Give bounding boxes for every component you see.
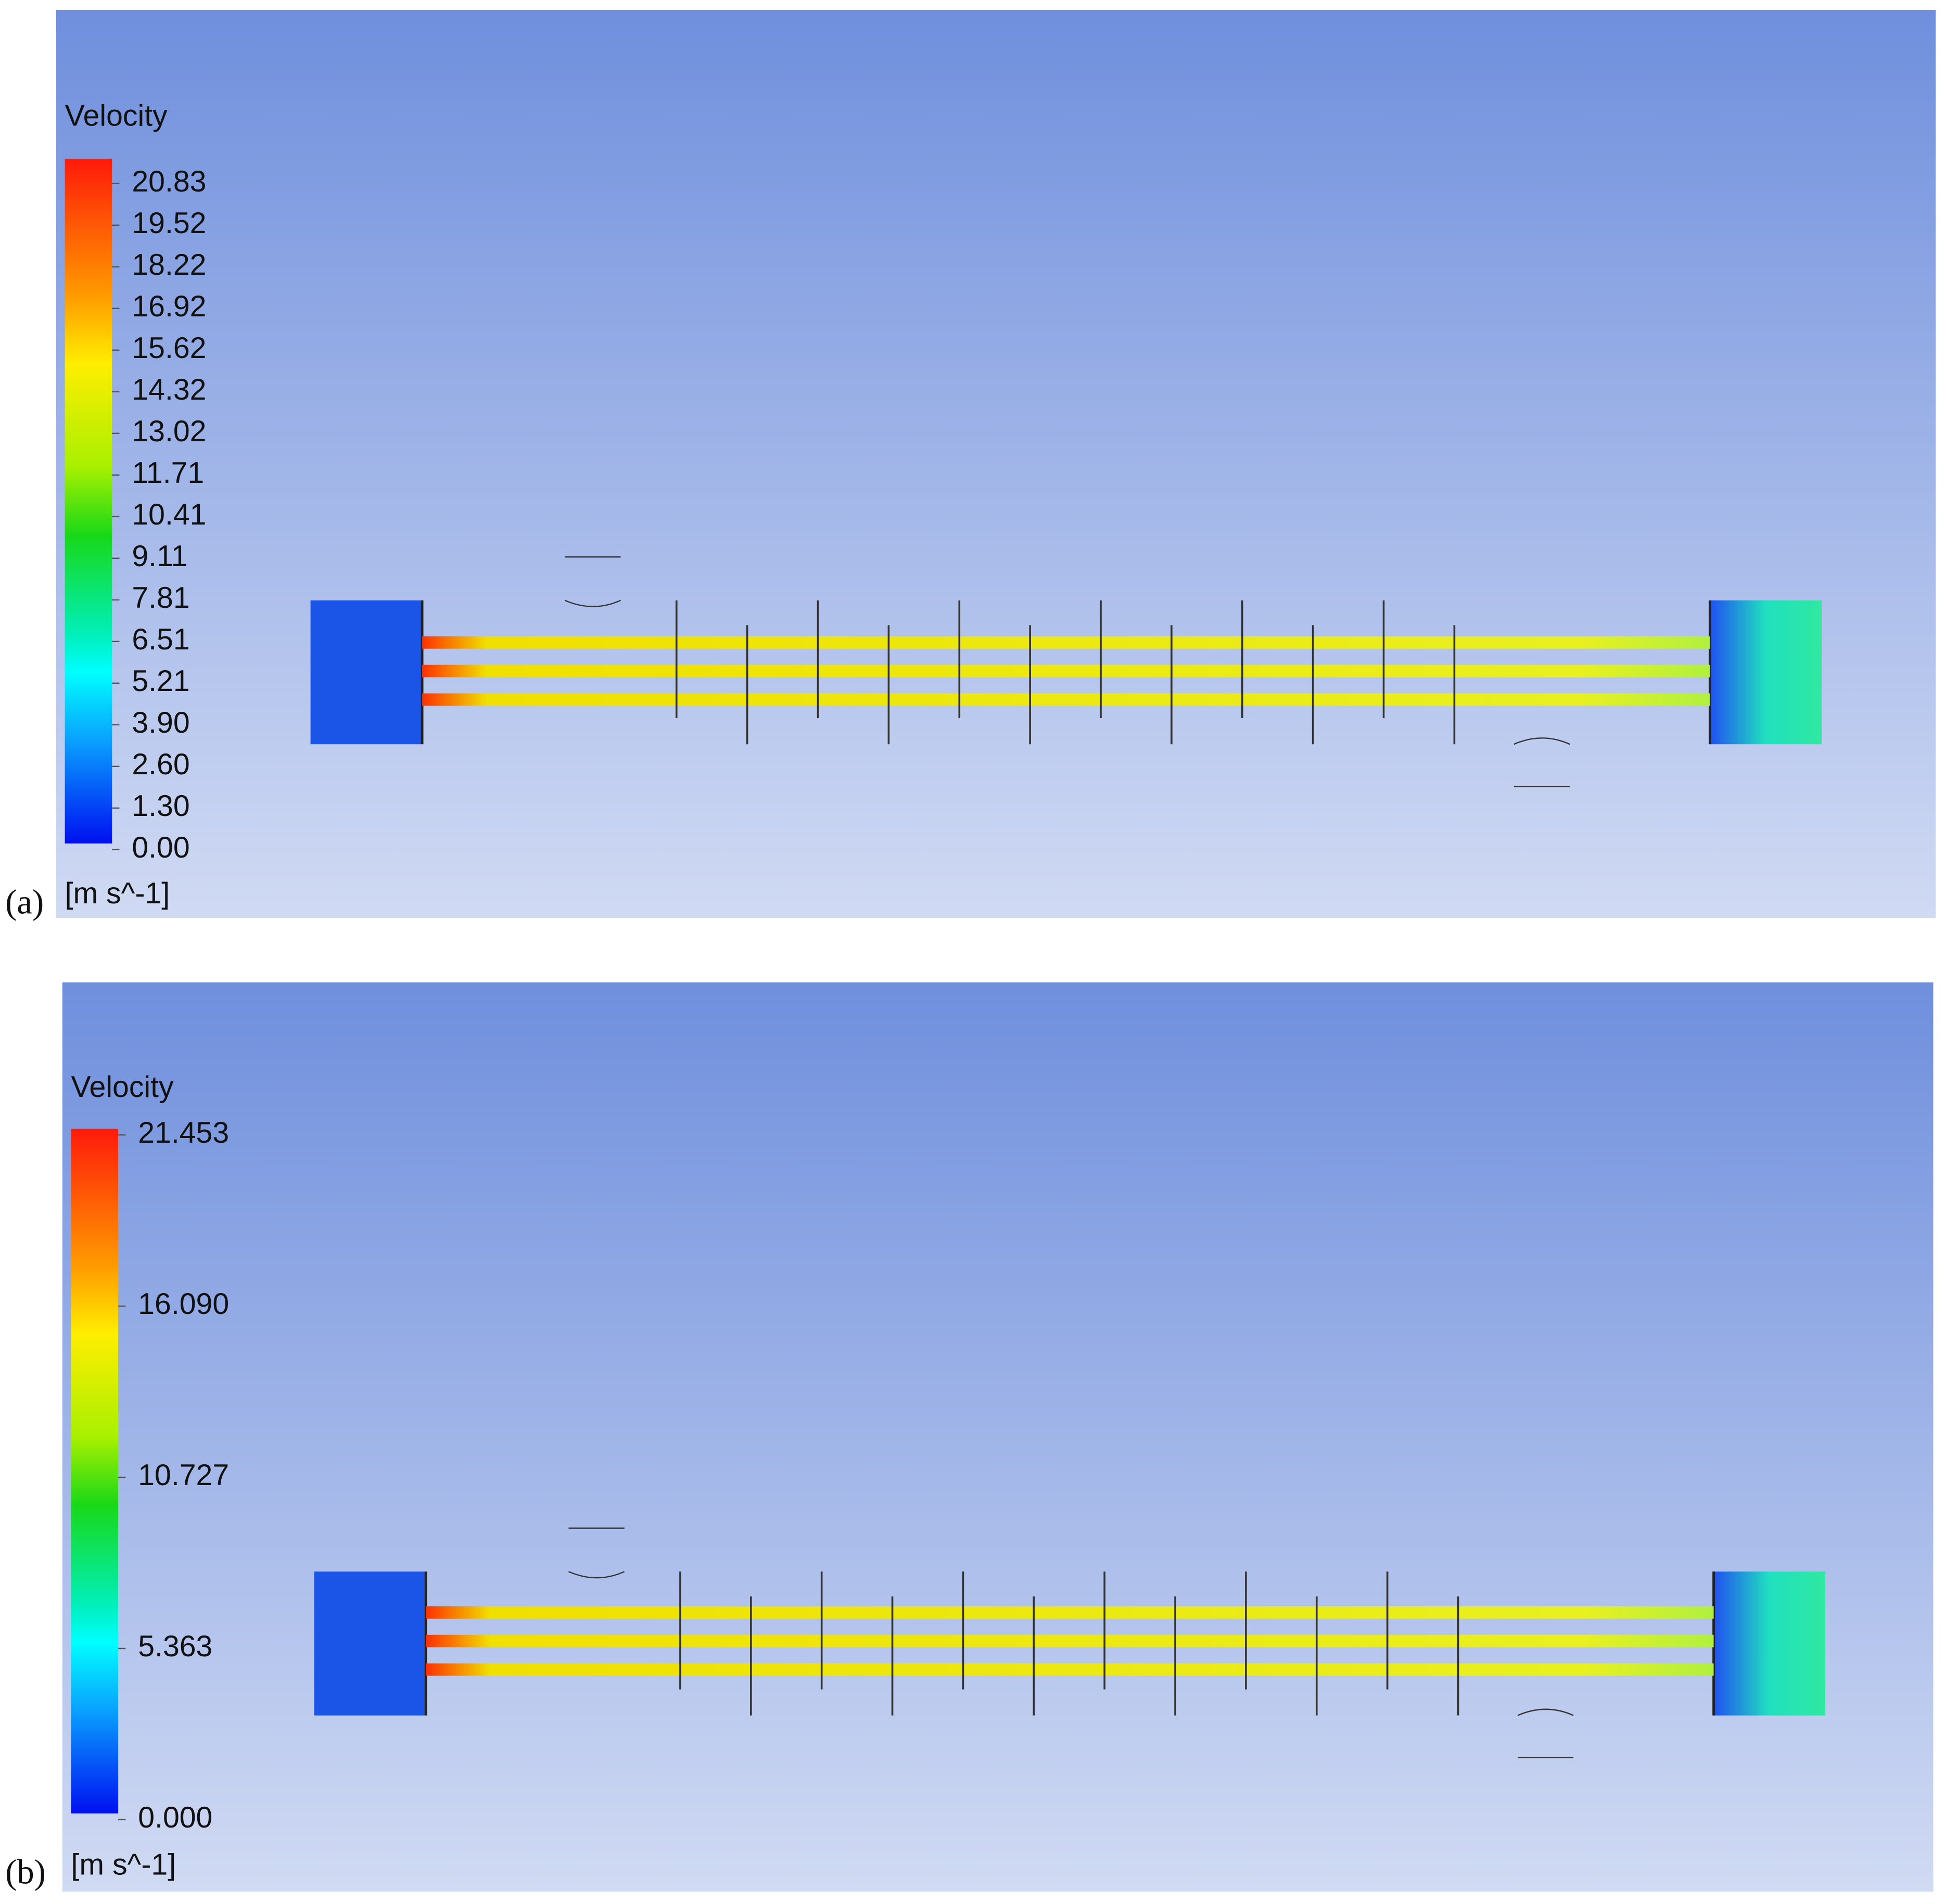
colorbar — [71, 1129, 119, 1813]
tick-label: 20.83 — [132, 165, 206, 198]
tube-flow — [426, 1606, 1714, 1619]
unit: [m s^-1] — [65, 877, 170, 910]
tick-label: 5.363 — [138, 1630, 212, 1663]
tick-label: 0.000 — [138, 1801, 212, 1834]
tick-label: 16.92 — [132, 290, 206, 323]
outlet-box — [1713, 1571, 1826, 1716]
tube-flow — [426, 1663, 1714, 1676]
tube-flow — [422, 693, 1710, 706]
tick-label: 0.00 — [132, 831, 189, 864]
viewport — [62, 982, 1934, 1892]
tick-label: 21.453 — [138, 1116, 229, 1149]
legend-title: Velocity — [71, 1070, 174, 1104]
viewport — [56, 10, 1936, 918]
tick-label: 15.62 — [132, 331, 206, 365]
nozzle — [564, 599, 621, 607]
tube-flow — [426, 1634, 1714, 1647]
panel-label: (a) — [5, 883, 44, 921]
nozzle — [1517, 1708, 1574, 1716]
nozzle — [1513, 737, 1570, 745]
tick-label: 1.30 — [132, 789, 189, 823]
tube-flow — [422, 636, 1710, 649]
tick-label: 18.22 — [132, 248, 206, 282]
tick-label: 16.090 — [138, 1287, 229, 1321]
inlet-box — [314, 1571, 426, 1716]
outlet-box — [1710, 600, 1822, 745]
tick-label: 10.727 — [138, 1459, 229, 1492]
nozzle — [568, 1571, 625, 1579]
inlet-box — [310, 600, 423, 745]
colorbar — [65, 159, 112, 844]
panel-label: (b) — [5, 1853, 46, 1891]
unit: [m s^-1] — [71, 1848, 176, 1882]
tick-label: 6.51 — [132, 623, 189, 656]
tick-label: 11.71 — [132, 456, 204, 490]
tick-label: 9.11 — [132, 540, 187, 573]
tick-label: 10.41 — [132, 498, 206, 531]
tick-label: 3.90 — [132, 706, 189, 739]
tube-flow — [422, 665, 1710, 678]
tick-label: 13.02 — [132, 415, 206, 448]
tick-label: 14.32 — [132, 373, 206, 406]
tick-label: 19.52 — [132, 207, 206, 240]
legend-title: Velocity — [65, 99, 168, 133]
tick-label: 2.60 — [132, 748, 189, 781]
tick-label: 5.21 — [132, 665, 189, 698]
tick-label: 7.81 — [132, 581, 189, 615]
